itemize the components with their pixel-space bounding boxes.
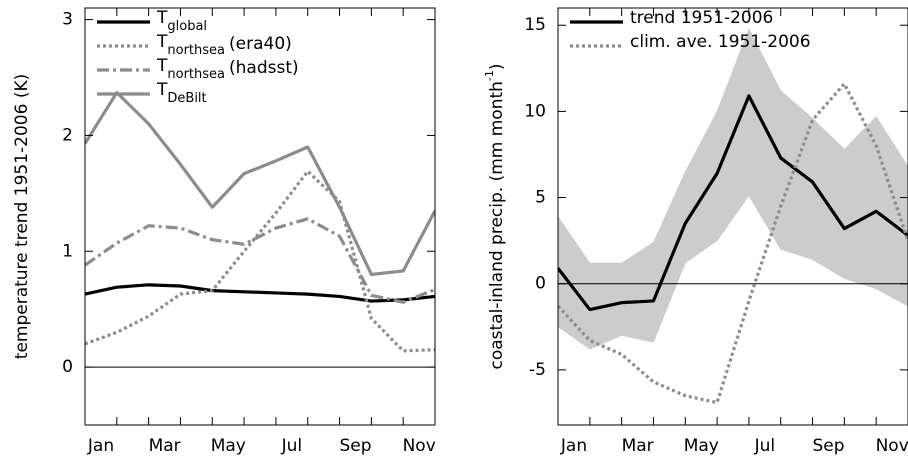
- y-tick-label: 1: [62, 241, 73, 261]
- series-line: [85, 217, 435, 304]
- y-tick-label: 10: [524, 101, 546, 121]
- legend-name: trend 1951-2006: [630, 8, 773, 28]
- legend-name: T: [156, 56, 168, 76]
- legend-label: Tnorthsea (hadsst): [156, 56, 299, 82]
- uncertainty-band: [812, 117, 845, 280]
- uncertainty-band: [875, 115, 908, 307]
- legend-note: (era40): [229, 34, 292, 54]
- series-line: [558, 94, 908, 312]
- frame: [557, 7, 908, 426]
- frame: [84, 7, 436, 426]
- legend-name: T: [156, 32, 168, 52]
- x-tick-label: Jan: [560, 436, 587, 456]
- uncertainty-band: [621, 241, 654, 343]
- uncertainty-band: [558, 215, 591, 350]
- legend-label: trend 1951-2006: [630, 8, 773, 28]
- y-axis-title: temperature trend 1951-2006 (K): [12, 74, 32, 359]
- uncertainty-band: [684, 111, 718, 264]
- uncertainty-band: [844, 115, 877, 290]
- x-tick-label: Sep: [813, 436, 845, 456]
- panel: -5 0 5 10 15 Jan Mar May Jul Sep Nov trend 1951-200…: [483, 7, 908, 456]
- series-line: [85, 90, 435, 277]
- legend-label: Tnorthsea (era40): [156, 32, 292, 58]
- x-tick-label: Jul: [281, 436, 303, 456]
- series-line: [85, 169, 435, 353]
- legend-name: T: [156, 80, 168, 100]
- x-tick-label: Jul: [754, 436, 776, 456]
- y-axis-title: coastal-inland precip. (mm month-1): [483, 63, 507, 369]
- uncertainty-band: [653, 171, 686, 343]
- legend-label: TDeBilt: [156, 80, 207, 106]
- plot-area: [558, 28, 908, 405]
- y-tick-label: 0: [535, 274, 546, 294]
- plot-area: [85, 90, 435, 368]
- y-axis-title-text: temperature trend 1951-2006 (K): [12, 74, 32, 359]
- x-tick-label: Mar: [149, 436, 181, 456]
- x-tick-label: Jan: [87, 436, 114, 456]
- x-tick-label: Nov: [876, 436, 908, 456]
- legend-note: (hadsst): [229, 58, 299, 78]
- y-tick-label: -5: [529, 360, 546, 380]
- x-tick-label: Sep: [340, 436, 372, 456]
- x-tick-label: Mar: [622, 436, 654, 456]
- legend-subscript: northsea: [167, 43, 225, 58]
- x-tick-label: May: [684, 436, 719, 456]
- y-tick-label: 5: [535, 188, 546, 208]
- y-axis-title-text: coastal-inland precip. (mm month: [487, 81, 507, 369]
- y-tick-label: 3: [62, 10, 73, 30]
- legend-subscript: northsea: [167, 67, 225, 82]
- legend-subscript: DeBilt: [167, 91, 206, 106]
- legend-label: clim. ave. 1951-2006: [630, 32, 811, 52]
- x-tick-label: Nov: [403, 436, 436, 456]
- legend-subscript: global: [167, 19, 207, 34]
- x-tick-label: May: [211, 436, 246, 456]
- y-axis-title-sup: -1: [483, 70, 496, 81]
- y-tick-label: 15: [524, 15, 546, 35]
- y-tick-label: 2: [62, 125, 73, 145]
- y-tick-label: 0: [62, 357, 73, 377]
- legend-label: Tglobal: [156, 8, 207, 34]
- legend-name: clim. ave. 1951-2006: [630, 32, 811, 52]
- legend-name: T: [156, 8, 168, 28]
- uncertainty-band: [780, 90, 813, 260]
- y-axis-title-end: ): [487, 63, 507, 70]
- series-line: [85, 283, 435, 303]
